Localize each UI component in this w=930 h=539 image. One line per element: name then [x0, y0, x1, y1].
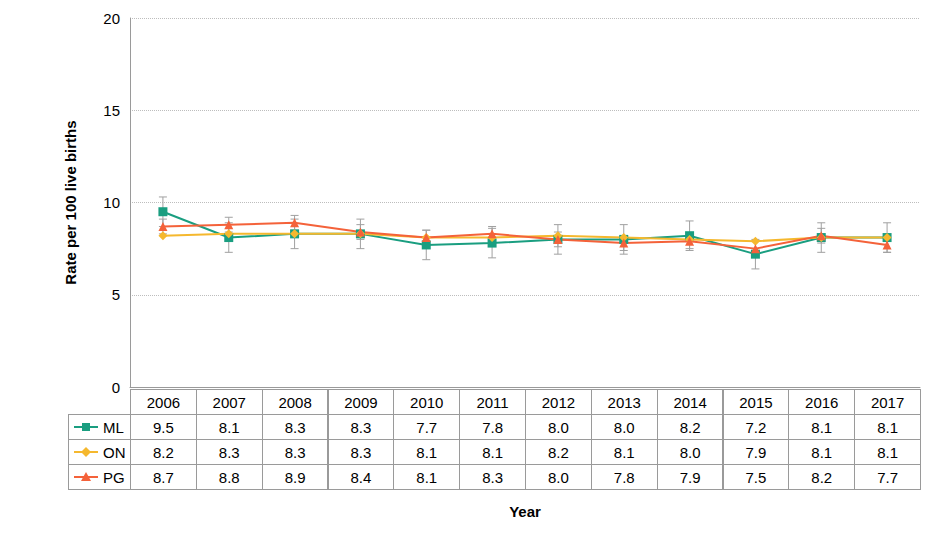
svg-text:15: 15	[103, 102, 120, 119]
svg-text:20: 20	[103, 10, 120, 27]
html-text:Year: Year	[509, 503, 541, 520]
html-text:8.3: 8.3	[350, 418, 372, 436]
html-text:8.1: 8.1	[811, 418, 833, 436]
html-text:8.0: 8.0	[548, 468, 569, 486]
html-text:8.2: 8.2	[679, 418, 701, 436]
html-text:8.1: 8.1	[877, 418, 898, 436]
html-text:7.7: 7.7	[416, 418, 438, 436]
html-text:2016: 2016	[805, 393, 839, 411]
html-text:2011: 2011	[476, 393, 509, 411]
svg-text:0: 0	[112, 379, 120, 396]
html-text:7.9: 7.9	[745, 443, 767, 461]
html-text:8.2: 8.2	[811, 468, 833, 486]
html-text:2008: 2008	[278, 393, 312, 411]
html-text:8.3: 8.3	[218, 443, 240, 461]
html-text:ML: ML	[103, 418, 124, 436]
html-text:7.8: 7.8	[482, 418, 503, 436]
html-text:8.0: 8.0	[548, 418, 569, 436]
html-text:8.3: 8.3	[284, 443, 306, 461]
html-text:8.7: 8.7	[153, 468, 174, 486]
html-text:8.1: 8.1	[877, 443, 898, 461]
svg-text:Rate per 100 live births: Rate per 100 live births	[62, 120, 79, 284]
html-text:8.1: 8.1	[482, 443, 503, 461]
html-text:8.8: 8.8	[218, 468, 240, 486]
html-text:8.1: 8.1	[416, 468, 438, 486]
svg-text:10: 10	[103, 194, 120, 211]
html-text:8.3: 8.3	[350, 443, 372, 461]
html-text:2010: 2010	[410, 393, 444, 411]
html-text:8.2: 8.2	[548, 443, 569, 461]
html-text:9.5: 9.5	[153, 418, 174, 436]
html-text:8.4: 8.4	[350, 468, 372, 486]
html-text:8.2: 8.2	[153, 443, 174, 461]
html-text:2012: 2012	[541, 393, 576, 411]
html-text:8.1: 8.1	[811, 443, 833, 461]
html-text:8.1: 8.1	[218, 418, 240, 436]
html-text:7.2: 7.2	[745, 418, 767, 436]
html-text:7.9: 7.9	[679, 468, 701, 486]
html-text:2015: 2015	[739, 393, 773, 411]
html-text:PG: PG	[103, 468, 125, 486]
html-text:8.1: 8.1	[613, 443, 635, 461]
html-text:2006: 2006	[146, 393, 181, 411]
svg-text:5: 5	[112, 286, 120, 303]
html-text:2017: 2017	[870, 393, 905, 411]
html-text:7.7: 7.7	[877, 468, 898, 486]
html-text:2013: 2013	[607, 393, 641, 411]
html-text:8.9: 8.9	[284, 468, 306, 486]
html-text:8.0: 8.0	[679, 443, 701, 461]
html-text:8.3: 8.3	[284, 418, 306, 436]
html-text:2007: 2007	[212, 393, 246, 411]
html-text:8.3: 8.3	[482, 468, 503, 486]
html-text:8.0: 8.0	[613, 418, 635, 436]
html-text:ON: ON	[103, 443, 126, 461]
html-text:2014: 2014	[673, 393, 707, 411]
html-text:2009: 2009	[344, 393, 378, 411]
html-text:7.8: 7.8	[613, 468, 635, 486]
html-text:8.1: 8.1	[416, 443, 438, 461]
html-text:7.5: 7.5	[745, 468, 767, 486]
